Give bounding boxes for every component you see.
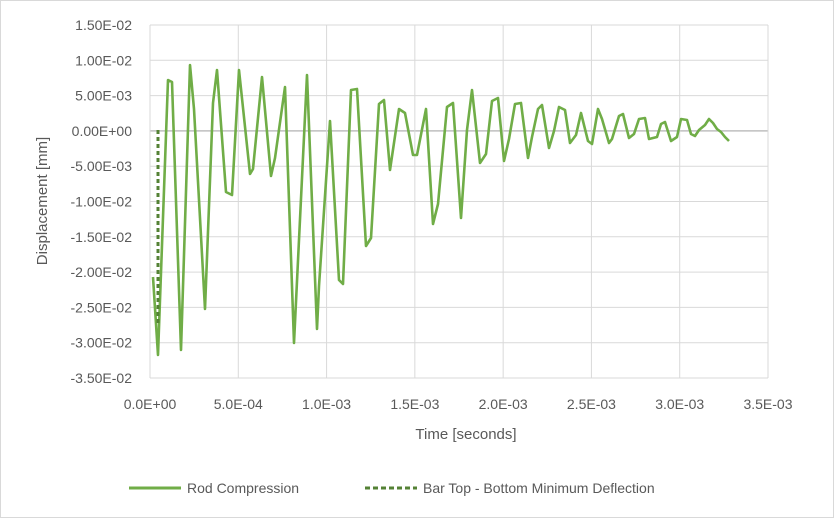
x-tick-label: 3.5E-03 — [743, 396, 792, 412]
x-tick-label: 5.0E-04 — [214, 396, 263, 412]
x-tick-label: 1.5E-03 — [390, 396, 439, 412]
x-tick-label: 1.0E-03 — [302, 396, 351, 412]
y-tick-label: 5.00E-03 — [75, 88, 132, 104]
legend: Rod Compression Bar Top - Bottom Minimum… — [129, 480, 655, 496]
y-tick-label: -1.00E-02 — [71, 194, 133, 210]
x-tick-label: 0.0E+00 — [124, 396, 177, 412]
y-tick-label: -3.00E-02 — [71, 335, 133, 351]
y-tick-label: -3.50E-02 — [71, 370, 133, 386]
x-tick-label: 2.5E-03 — [567, 396, 616, 412]
y-tick-label: -2.00E-02 — [71, 264, 133, 280]
y-tick-label: -1.50E-02 — [71, 229, 133, 245]
y-tick-label: 1.00E-02 — [75, 52, 132, 68]
x-axis-ticks: 0.0E+00 5.0E-04 1.0E-03 1.5E-03 2.0E-03 2.5E-… — [124, 396, 793, 412]
x-tick-label: 3.0E-03 — [655, 396, 704, 412]
rod-compression-line — [151, 63, 730, 357]
y-tick-label: -5.00E-03 — [71, 158, 133, 174]
x-axis-title: Time [seconds] — [415, 426, 516, 443]
legend-label-rod: Rod Compression — [187, 480, 299, 496]
y-tick-label: 0.00E+00 — [72, 123, 133, 139]
legend-label-bar: Bar Top - Bottom Minimum Deflection — [423, 480, 655, 496]
x-tick-label: 2.0E-03 — [479, 396, 528, 412]
y-tick-label: -2.50E-02 — [71, 299, 133, 315]
y-tick-label: 1.50E-02 — [75, 17, 132, 33]
y-axis-ticks: 1.50E-02 1.00E-02 5.00E-03 0.00E+00 -5.00E-0… — [71, 17, 133, 386]
y-axis-title: Displacement [mm] — [34, 137, 51, 265]
